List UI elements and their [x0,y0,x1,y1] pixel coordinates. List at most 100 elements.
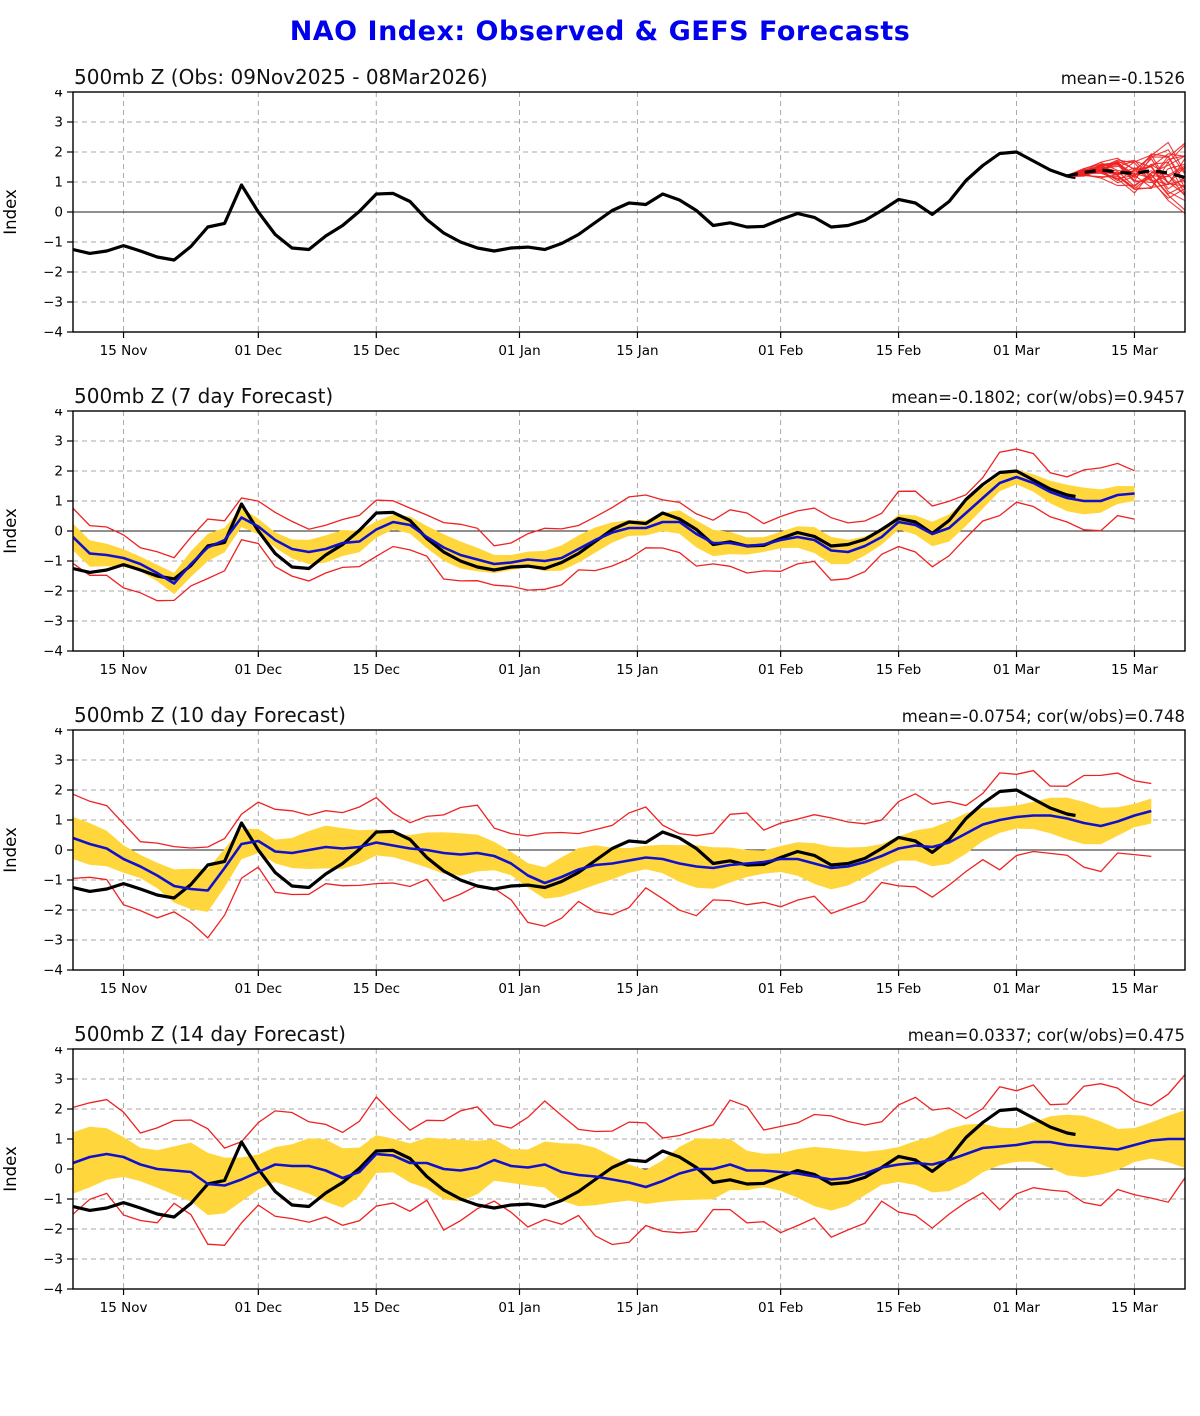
y-tick-label: −3 [43,614,63,630]
y-tick-label: −3 [43,933,63,949]
panel-title: 500mb Z (Obs: 09Nov2025 - 08Mar2026) [74,65,488,89]
y-tick-label: 3 [54,115,63,131]
panel-stats: mean=-0.1526 [1060,69,1185,88]
nao-forecast-figure: NAO Index: Observed & GEFS Forecasts 500… [0,16,1200,1321]
observed-line [73,150,1076,262]
panel-observed-plot: 4 3 2 1 0 −1 −2 −3 −4 15 Nov 01 Dec 15 Dec 01 Jan 15 … [1,90,1186,359]
x-tick-label: 01 Mar [993,343,1040,359]
x-tick-label: 01 Mar [993,662,1040,678]
ensemble-max-line [73,769,1152,849]
observed-line [73,788,1076,900]
panel-title: 500mb Z (14 day Forecast) [74,1022,346,1046]
x-tick-label: 15 Dec [352,343,400,359]
panel-stats: mean=0.0337; cor(w/obs)=0.475 [907,1026,1185,1045]
panel-observed-header: 500mb Z (Obs: 09Nov2025 - 08Mar2026) mea… [0,65,1200,90]
y-tick-label: 2 [54,145,63,161]
panel-7day-header: 500mb Z (7 day Forecast) mean=-0.1802; c… [0,384,1200,409]
y-tick-label: −1 [43,235,63,251]
x-tick-label: 15 Mar [1111,981,1158,997]
ensemble-max-line [73,448,1135,559]
y-axis-label: Index [1,827,20,873]
y-tick-label: 3 [54,1072,63,1088]
panel-stats: mean=-0.1802; cor(w/obs)=0.9457 [891,388,1185,407]
y-tick-label: 2 [54,783,63,799]
y-tick-label: 2 [54,464,63,480]
panel-title: 500mb Z (10 day Forecast) [74,703,346,727]
y-axis-label: Index [1,508,20,554]
y-tick-label: 1 [54,1132,63,1148]
panel-14day-plot: 4 3 2 1 0 −1 −2 −3 −4 15 Nov 01 Dec 15 Dec 01 Jan 15 … [1,1047,1186,1316]
y-tick-label: 4 [54,409,63,420]
x-tick-label: 15 Dec [352,981,400,997]
ensemble-mean-line [1066,168,1185,180]
figure-title: NAO Index: Observed & GEFS Forecasts [289,16,911,47]
y-tick-label: 4 [54,1047,63,1058]
y-tick-label: 3 [54,434,63,450]
ensemble-min-line [73,501,1135,602]
x-tick-label: 01 Jan [498,1300,540,1316]
x-tick-label: 01 Jan [498,343,540,359]
x-tick-label: 01 Jan [498,981,540,997]
x-tick-label: 01 Dec [235,343,283,359]
y-tick-label: 2 [54,1102,63,1118]
ensemble-min-line [73,1177,1185,1246]
y-tick-label: 1 [54,494,63,510]
y-tick-label: −4 [43,644,63,660]
y-tick-label: 1 [54,175,63,191]
x-tick-label: 01 Feb [758,343,803,359]
panel-observed: 500mb Z (Obs: 09Nov2025 - 08Mar2026) mea… [0,65,1200,364]
x-tick-label: 15 Feb [876,343,921,359]
forecast-mean-line [73,475,1135,585]
forecast-mean-line [73,809,1152,892]
x-tick-label: 01 Feb [758,662,803,678]
y-axis-label: Index [1,1146,20,1192]
ensemble-member-line [1067,175,1185,191]
x-tick-label: 15 Nov [100,343,148,359]
y-tick-label: 3 [54,753,63,769]
x-tick-label: 15 Mar [1111,1300,1158,1316]
x-tick-label: 15 Feb [876,662,921,678]
y-tick-label: −2 [43,1222,63,1238]
x-tick-label: 15 Jan [616,662,658,678]
y-tick-label: −1 [43,1192,63,1208]
panel-14day-header: 500mb Z (14 day Forecast) mean=0.0337; c… [0,1022,1200,1047]
y-tick-label: −2 [43,584,63,600]
y-tick-label: 0 [54,524,63,540]
x-tick-label: 01 Dec [235,662,283,678]
ensemble-spread-band [73,1110,1185,1216]
y-tick-label: 1 [54,813,63,829]
y-tick-label: 0 [54,1162,63,1178]
x-tick-label: 15 Dec [352,662,400,678]
y-tick-label: 0 [54,843,63,859]
x-tick-label: 15 Nov [100,981,148,997]
x-tick-label: 15 Feb [876,981,921,997]
x-tick-label: 01 Dec [235,1300,283,1316]
panel-10day-header: 500mb Z (10 day Forecast) mean=-0.0754; … [0,703,1200,728]
x-tick-label: 15 Mar [1111,343,1158,359]
x-tick-label: 15 Nov [100,1300,148,1316]
y-tick-label: −2 [43,903,63,919]
y-tick-label: −2 [43,265,63,281]
ensemble-spread-band [73,469,1135,595]
y-tick-label: −4 [43,1282,63,1298]
ensemble-spread-band [73,797,1152,912]
x-tick-label: 01 Jan [498,662,540,678]
x-tick-label: 01 Mar [993,981,1040,997]
observed-line [73,469,1076,581]
y-tick-label: −3 [43,1252,63,1268]
y-tick-label: −1 [43,873,63,889]
x-tick-label: 01 Mar [993,1300,1040,1316]
y-tick-label: 0 [54,205,63,221]
x-tick-label: 01 Feb [758,981,803,997]
ensemble-member-line [1066,158,1185,186]
y-tick-label: −4 [43,963,63,979]
x-tick-label: 15 Dec [352,1300,400,1316]
x-tick-label: 15 Jan [616,1300,658,1316]
panel-14day-forecast: 500mb Z (14 day Forecast) mean=0.0337; c… [0,1022,1200,1321]
panel-10day-forecast: 500mb Z (10 day Forecast) mean=-0.0754; … [0,703,1200,1002]
panel-10day-plot: 4 3 2 1 0 −1 −2 −3 −4 15 Nov 01 Dec 15 Dec 01 Jan 15 … [1,728,1186,997]
x-tick-label: 15 Nov [100,662,148,678]
x-tick-label: 15 Jan [616,343,658,359]
y-tick-label: 4 [54,90,63,101]
y-tick-label: −3 [43,295,63,311]
